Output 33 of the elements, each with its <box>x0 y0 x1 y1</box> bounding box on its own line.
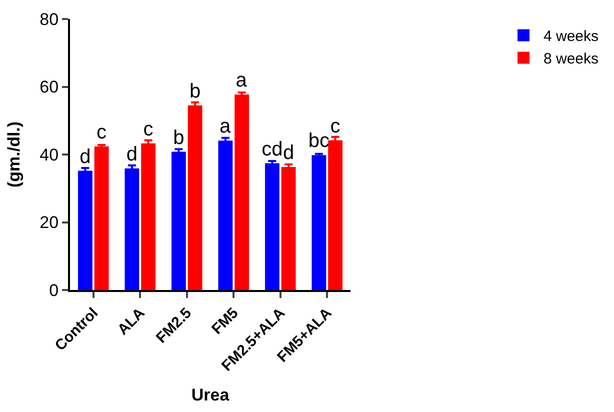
legend-label: 8 weeks <box>544 50 599 68</box>
bar <box>281 167 296 290</box>
y-tick-label: 0 <box>49 280 59 300</box>
legend-label: 4 weeks <box>544 28 599 46</box>
bar <box>171 152 186 290</box>
bar <box>188 105 202 290</box>
bar <box>94 146 109 290</box>
data-label: c <box>143 118 154 140</box>
data-label: b <box>173 126 184 149</box>
data-label: a <box>236 70 248 92</box>
bar <box>234 94 250 290</box>
y-tick-label: 40 <box>40 145 59 164</box>
y-axis-title: (gm./dl.) <box>4 121 24 188</box>
data-label: d <box>80 146 91 168</box>
data-label: b <box>189 80 201 102</box>
data-label: bc <box>308 130 330 152</box>
y-tick-label: 80 <box>40 10 59 29</box>
x-axis-title: Urea <box>191 386 230 405</box>
bar <box>264 163 280 290</box>
data-label: a <box>219 116 232 138</box>
bar <box>218 140 233 290</box>
bar <box>124 168 140 290</box>
bar <box>141 143 156 290</box>
bar <box>78 170 92 290</box>
y-tick-label: 60 <box>40 78 59 97</box>
bar <box>328 140 343 290</box>
data-label: c <box>96 121 107 144</box>
data-label: c <box>330 115 340 138</box>
data-label: cd <box>262 138 283 160</box>
data-label: d <box>126 143 138 166</box>
data-label: d <box>282 142 294 164</box>
bar <box>312 155 326 290</box>
y-tick-label: 20 <box>40 213 59 232</box>
